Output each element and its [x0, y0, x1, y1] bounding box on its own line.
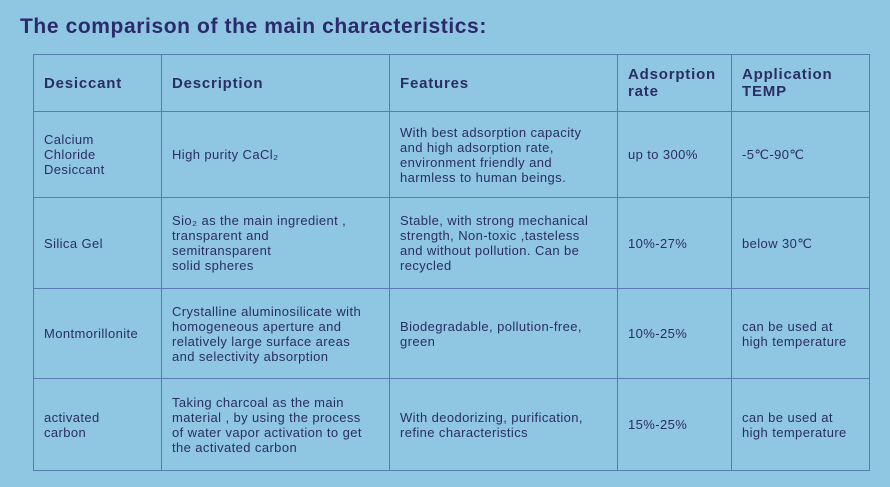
- cell-description: High purity CaCl₂: [161, 111, 390, 198]
- table-row: Montmorillonite Crystalline aluminosilic…: [33, 288, 870, 379]
- table-row: Silica Gel Sio₂ as the main ingredient ,…: [33, 197, 870, 289]
- comparison-table: Desiccant Description Features Adsorptio…: [33, 54, 870, 471]
- header-features: Features: [389, 54, 618, 112]
- cell-application-temp: can be used at high temperature: [731, 378, 870, 471]
- table-header-row: Desiccant Description Features Adsorptio…: [33, 54, 870, 112]
- table-row: activated carbon Taking charcoal as the …: [33, 378, 870, 471]
- cell-description: Taking charcoal as the main material , b…: [161, 378, 390, 471]
- cell-adsorption-rate: 10%-27%: [617, 197, 732, 289]
- cell-features: With deodorizing, purification, refine c…: [389, 378, 618, 471]
- cell-application-temp: below 30℃: [731, 197, 870, 289]
- cell-application-temp: can be used at high temperature: [731, 288, 870, 379]
- cell-features: Stable, with strong mechanical strength,…: [389, 197, 618, 289]
- cell-desiccant: activated carbon: [33, 378, 162, 471]
- table-row: Calcium Chloride Desiccant High purity C…: [33, 111, 870, 198]
- page-title: The comparison of the main characteristi…: [20, 15, 487, 38]
- header-description: Description: [161, 54, 390, 112]
- header-desiccant: Desiccant: [33, 54, 162, 112]
- cell-features: With best adsorption capacity and high a…: [389, 111, 618, 198]
- header-application-temp: Application TEMP: [731, 54, 870, 112]
- cell-adsorption-rate: 15%-25%: [617, 378, 732, 471]
- cell-desiccant: Montmorillonite: [33, 288, 162, 379]
- cell-desiccant: Silica Gel: [33, 197, 162, 289]
- header-adsorption-rate: Adsorption rate: [617, 54, 732, 112]
- cell-adsorption-rate: 10%-25%: [617, 288, 732, 379]
- cell-description: Crystalline aluminosilicate with homogen…: [161, 288, 390, 379]
- cell-description: Sio₂ as the main ingredient , transparen…: [161, 197, 390, 289]
- cell-adsorption-rate: up to 300%: [617, 111, 732, 198]
- cell-features: Biodegradable, pollution-free, green: [389, 288, 618, 379]
- cell-application-temp: -5℃-90℃: [731, 111, 870, 198]
- cell-desiccant: Calcium Chloride Desiccant: [33, 111, 162, 198]
